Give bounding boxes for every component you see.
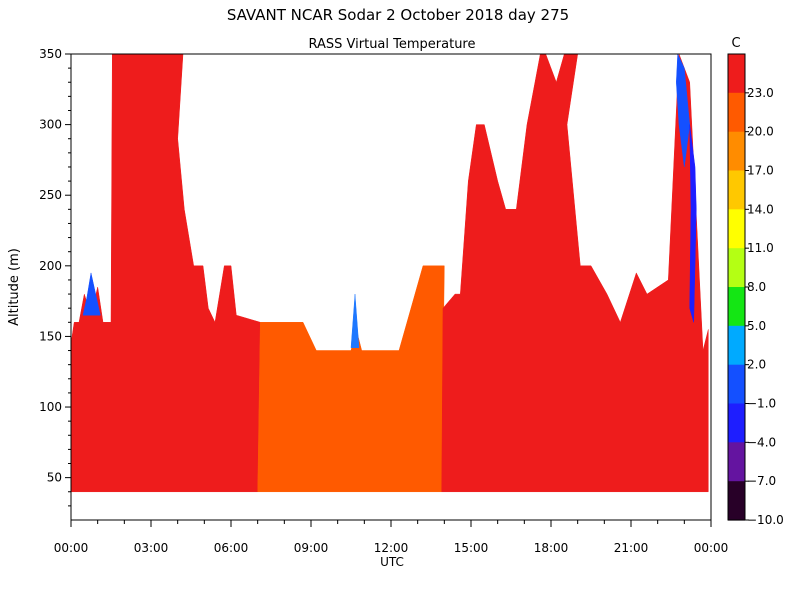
y-axis-label: Altitude (m) — [7, 248, 22, 326]
colorbar-label: 14.0 — [747, 202, 774, 216]
colorbar-label: 11.0 — [747, 241, 774, 255]
x-tick-label: 12:00 — [374, 541, 409, 555]
x-tick-label: 06:00 — [214, 541, 249, 555]
colorbar-swatch — [728, 54, 745, 94]
y-axis: 50 100 150 200 250 300 350 — [39, 47, 71, 507]
y-tick-label: 150 — [39, 329, 62, 343]
y-tick-label: 50 — [47, 471, 62, 485]
colorbar: 23.0 20.0 17.0 14.0 11.0 8.0 5.0 2.0 −1.0 −4.0 −7.… — [727, 53, 784, 527]
field-right-red — [441, 53, 709, 493]
colorbar-label: 2.0 — [747, 358, 766, 372]
x-tick-label: 15:00 — [454, 541, 489, 555]
colorbar-swatch — [728, 325, 745, 366]
colorbar-label: 20.0 — [747, 125, 774, 139]
field-mid-blue-spike — [350, 294, 360, 348]
y-tick-label: 300 — [39, 118, 62, 132]
field-mid-orange — [257, 265, 445, 493]
colorbar-label: 23.0 — [747, 86, 774, 100]
colorbar-swatch — [728, 442, 745, 482]
x-axis: 00:00 03:00 06:00 09:00 12:00 15:00 18:00 21:00… — [54, 520, 729, 555]
y-tick-label: 350 — [39, 47, 62, 61]
colorbar-label: −7.0 — [747, 474, 776, 488]
field-right-edge-dark — [689, 124, 697, 323]
x-tick-label: 00:00 — [54, 541, 89, 555]
colorbar-label: 17.0 — [747, 164, 774, 178]
x-tick-label: 18:00 — [534, 541, 569, 555]
y-tick-label: 250 — [39, 188, 62, 202]
colorbar-label: 8.0 — [747, 280, 766, 294]
colorbar-unit: C — [731, 36, 740, 51]
colorbar-swatch — [728, 170, 745, 210]
colorbar-swatch — [728, 287, 745, 327]
colorbar-swatch — [728, 248, 745, 288]
colorbar-label: −4.0 — [747, 435, 776, 449]
field-left-tip-blue — [82, 272, 101, 316]
colorbar-label: −10.0 — [747, 513, 784, 527]
temperature-field — [70, 53, 709, 493]
colorbar-swatch — [728, 92, 745, 133]
field-left-red — [70, 53, 261, 493]
field-right-top-blue — [676, 53, 690, 168]
colorbar-swatch — [728, 209, 745, 249]
x-tick-label: 09:00 — [294, 541, 329, 555]
x-tick-label: 21:00 — [614, 541, 649, 555]
x-axis-label: UTC — [380, 555, 404, 569]
colorbar-label: −1.0 — [747, 397, 776, 411]
colorbar-label: 5.0 — [747, 319, 766, 333]
x-tick-label: 03:00 — [134, 541, 169, 555]
colorbar-swatch — [728, 481, 745, 521]
chart-subtitle: RASS Virtual Temperature — [309, 37, 476, 52]
colorbar-swatch — [728, 403, 745, 443]
y-tick-label: 100 — [39, 400, 62, 414]
y-tick-label: 200 — [39, 259, 62, 273]
chart-title: SAVANT NCAR Sodar 2 October 2018 day 275 — [227, 6, 569, 24]
colorbar-swatch — [728, 364, 745, 405]
x-tick-label: 00:00 — [694, 541, 729, 555]
colorbar-swatch — [728, 131, 745, 172]
